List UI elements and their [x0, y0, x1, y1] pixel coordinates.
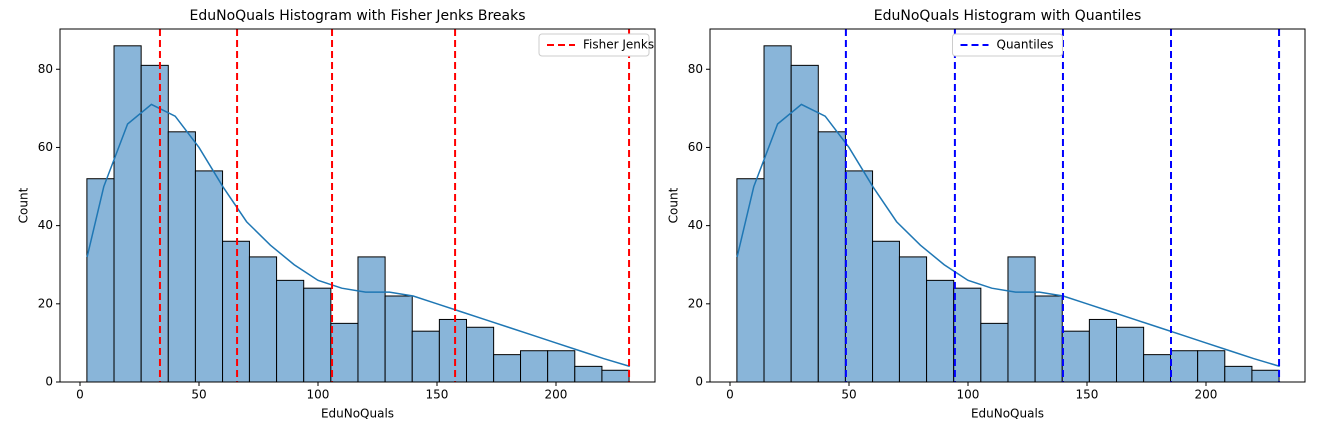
- plot-frame: [709, 28, 1306, 383]
- bar: [113, 45, 142, 383]
- x-axis-label: EduNoQuals: [971, 407, 1044, 421]
- bar: [222, 240, 250, 383]
- bar: [1088, 318, 1118, 383]
- y-tick-label: 60: [688, 140, 703, 154]
- bar: [438, 318, 468, 383]
- bar: [980, 322, 1009, 383]
- y-tick-label: 40: [38, 218, 53, 232]
- x-tick-label: 0: [76, 388, 84, 402]
- bar: [330, 322, 359, 383]
- x-axis-label: EduNoQuals: [321, 407, 394, 421]
- bar: [520, 350, 549, 383]
- bar: [303, 287, 332, 383]
- chart-title: EduNoQuals Histogram with Quantiles: [874, 8, 1142, 24]
- bar: [736, 178, 765, 383]
- y-tick-label: 80: [38, 62, 53, 76]
- bar: [384, 295, 413, 383]
- x-tick-label: 100: [957, 388, 980, 402]
- bar: [763, 45, 792, 383]
- bar: [1170, 350, 1199, 383]
- kde-line: [736, 103, 1280, 368]
- legend-box: [538, 33, 650, 57]
- y-tick-label: 80: [688, 62, 703, 76]
- bar: [1251, 369, 1280, 383]
- bar: [493, 354, 522, 383]
- bar: [926, 279, 955, 383]
- bar: [167, 131, 196, 383]
- bar: [953, 287, 982, 383]
- y-axis-label: Count: [17, 187, 31, 223]
- x-tick-label: 50: [841, 388, 856, 402]
- y-tick-label: 0: [45, 375, 53, 389]
- bar: [872, 240, 900, 383]
- x-tick-label: 100: [307, 388, 330, 402]
- bar: [276, 279, 305, 383]
- bar: [898, 256, 928, 383]
- bar: [1034, 295, 1063, 383]
- legend-label: Fisher Jenks: [583, 38, 654, 52]
- bar: [194, 170, 224, 383]
- legend-box: [952, 33, 1063, 57]
- y-tick-label: 20: [688, 296, 703, 310]
- bar: [1143, 354, 1172, 383]
- y-tick-label: 0: [695, 375, 703, 389]
- y-tick-label: 60: [38, 140, 53, 154]
- chart-title: EduNoQuals Histogram with Fisher Jenks B…: [190, 8, 526, 24]
- bar: [86, 178, 115, 383]
- y-tick-label: 20: [38, 296, 53, 310]
- bar: [844, 170, 874, 383]
- bar: [547, 350, 576, 383]
- bar: [411, 330, 440, 383]
- bar: [1116, 326, 1145, 383]
- bar: [574, 365, 603, 383]
- kde-line: [86, 103, 630, 368]
- x-tick-label: 150: [1076, 388, 1099, 402]
- bar: [357, 256, 386, 383]
- x-tick-label: 200: [1195, 388, 1218, 402]
- x-tick-label: 200: [545, 388, 568, 402]
- bar: [790, 64, 819, 383]
- bar: [1061, 330, 1090, 383]
- y-axis-label: Count: [667, 187, 681, 223]
- y-tick-label: 40: [688, 218, 703, 232]
- bar: [140, 64, 169, 383]
- legend-label: Quantiles: [997, 38, 1054, 52]
- bar: [817, 131, 846, 383]
- bar: [248, 256, 278, 383]
- bar: [601, 369, 630, 383]
- x-tick-label: 50: [191, 388, 206, 402]
- plot-frame: [59, 28, 656, 383]
- x-tick-label: 150: [426, 388, 449, 402]
- bar: [466, 326, 495, 383]
- bar: [1224, 365, 1253, 383]
- x-tick-label: 0: [726, 388, 734, 402]
- bar: [1007, 256, 1036, 383]
- bar: [1197, 350, 1226, 383]
